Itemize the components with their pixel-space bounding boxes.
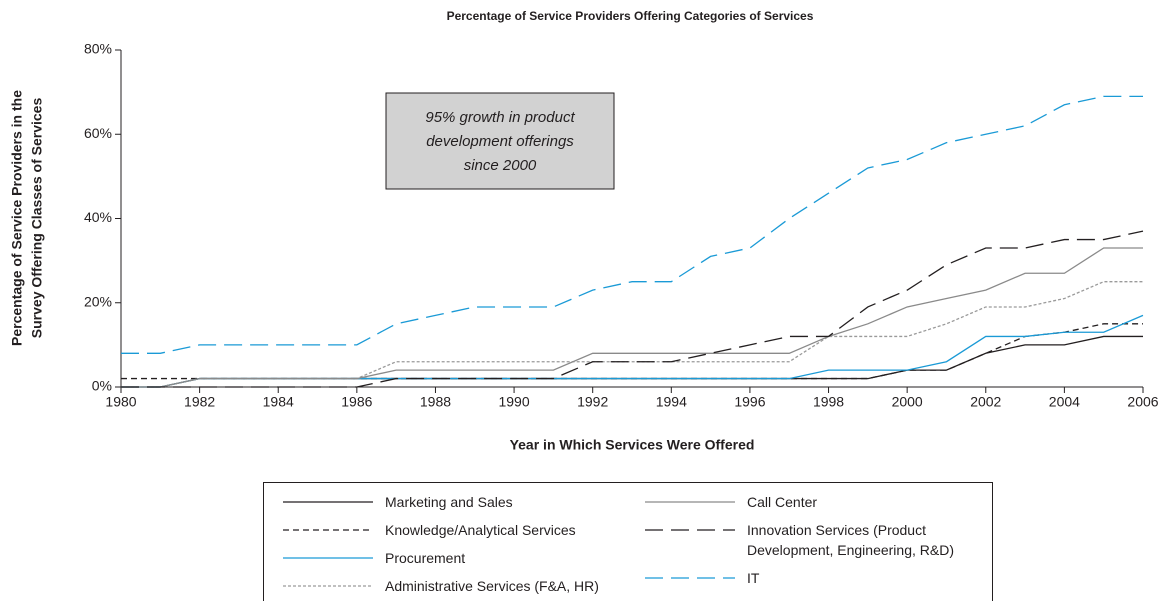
- x-tick-label: 2004: [1049, 394, 1080, 410]
- series-line: [121, 247, 1143, 388]
- x-tick-label: 1992: [577, 394, 608, 410]
- legend-swatch: [283, 501, 373, 503]
- x-tick-label: 1984: [263, 394, 294, 410]
- legend-swatch: [645, 529, 735, 531]
- x-tick-label: 2006: [1127, 394, 1158, 410]
- chart-title: Percentage of Service Providers Offering…: [447, 9, 814, 23]
- x-tick-label: 1998: [813, 394, 844, 410]
- annotation: since 2000: [464, 157, 537, 174]
- y-tick-label: 80%: [84, 41, 112, 57]
- series-line: [121, 230, 1144, 388]
- legend-swatch: [283, 585, 373, 587]
- legend-swatch: [645, 501, 735, 503]
- x-tick-label: 1982: [184, 394, 215, 410]
- annotation: 95% growth in product: [425, 109, 575, 126]
- series-line: [121, 95, 1143, 354]
- legend-item: IT: [645, 568, 972, 588]
- annotation: development offerings: [426, 133, 574, 150]
- x-tick-label: 2002: [970, 394, 1001, 410]
- y-tick-label: 60%: [84, 125, 112, 141]
- legend-column: Marketing and Sales Knowledge/Analytical …: [283, 483, 645, 601]
- y-axis-label: Survey Offering Classes of Services: [29, 98, 45, 339]
- legend-swatch: [645, 577, 735, 579]
- series-line: [121, 323, 1143, 380]
- legend-swatch: [283, 529, 373, 531]
- y-tick-label: 0%: [92, 378, 112, 394]
- series-line: [121, 281, 1143, 388]
- legend-label: Administrative Services (F&A, HR): [385, 578, 599, 594]
- legend-column: Call Center Innovation Services (Product …: [645, 483, 972, 601]
- x-tick-label: 1994: [656, 394, 687, 410]
- y-tick-label: 40%: [84, 209, 112, 225]
- y-tick-label: 20%: [84, 293, 112, 309]
- x-tick-label: 2000: [892, 394, 923, 410]
- legend-swatch: [283, 557, 373, 559]
- legend-label: IT: [747, 570, 760, 586]
- x-tick-label: 1988: [420, 394, 451, 410]
- x-axis-label: Year in Which Services Were Offered: [510, 437, 755, 453]
- legend: Marketing and Sales Knowledge/Analytical …: [263, 482, 993, 601]
- x-tick-label: 1990: [498, 394, 529, 410]
- x-tick-label: 1980: [105, 394, 136, 410]
- legend-item: Administrative Services (F&A, HR): [283, 576, 645, 596]
- legend-label: Procurement: [385, 550, 466, 566]
- x-tick-label: 1996: [734, 394, 765, 410]
- legend-item: Innovation Services (Product Development…: [645, 520, 972, 560]
- annotation-box: [385, 92, 615, 190]
- legend-item: Knowledge/Analytical Services: [283, 520, 645, 540]
- legend-item: Call Center: [645, 492, 972, 512]
- x-tick-label: 1986: [341, 394, 372, 410]
- legend-label: Innovation Services (Product Development…: [747, 522, 954, 558]
- legend-item: Procurement: [283, 548, 645, 568]
- legend-label: Knowledge/Analytical Services: [385, 522, 576, 538]
- y-axis-label: Percentage of Service Providers in the: [9, 90, 25, 346]
- legend-label: Call Center: [747, 494, 818, 510]
- legend-item: Marketing and Sales: [283, 492, 645, 512]
- legend-label: Marketing and Sales: [385, 494, 513, 510]
